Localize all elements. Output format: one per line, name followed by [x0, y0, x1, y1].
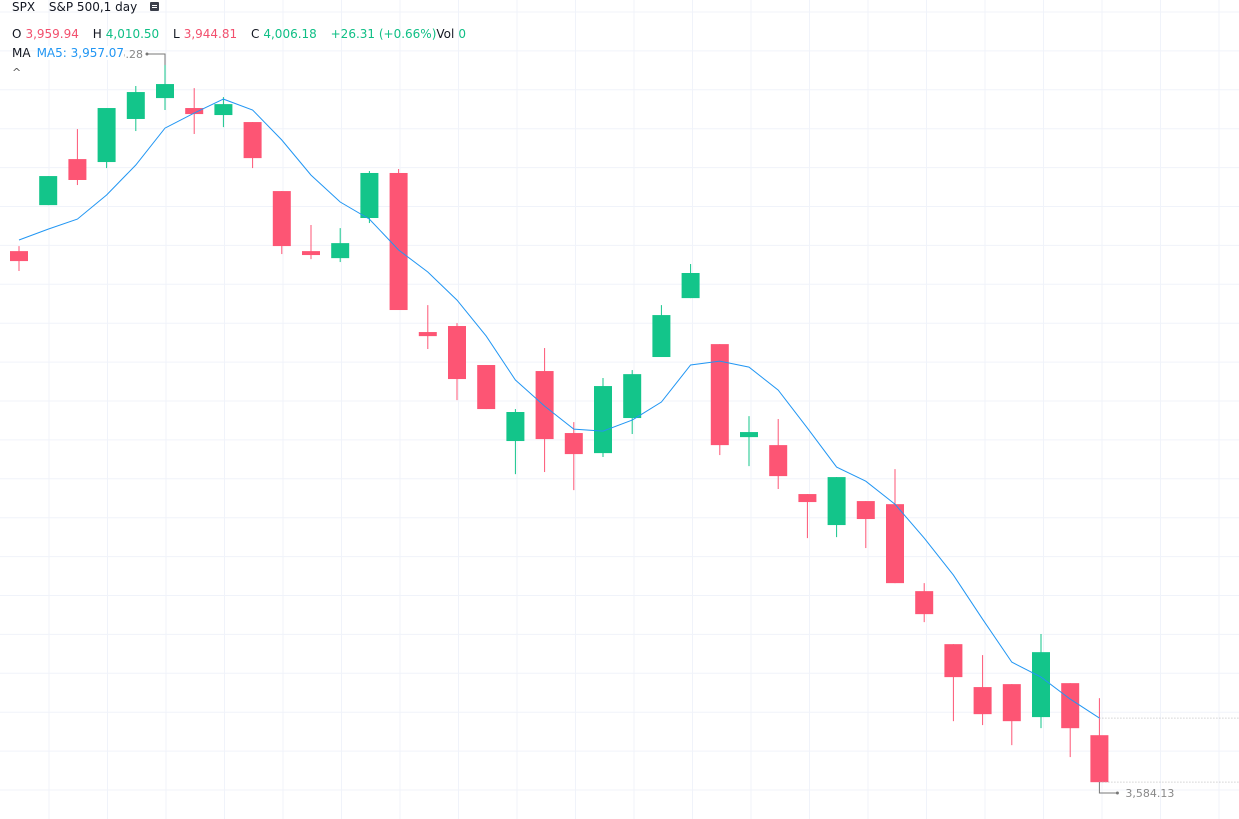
symbol[interactable]: SPX — [12, 0, 36, 14]
candle-body — [243, 122, 262, 159]
description: S&P 500,1 day — [48, 0, 138, 14]
candle-body — [886, 504, 904, 584]
candle-body — [10, 251, 28, 262]
candle-body — [1061, 683, 1080, 729]
candle-body — [652, 315, 671, 358]
candle-body — [39, 176, 58, 206]
candle-body — [769, 445, 788, 477]
ma-label[interactable]: MA — [12, 46, 31, 60]
ohlc-label: C — [250, 27, 260, 41]
candle-body — [360, 172, 379, 219]
candle-body — [1032, 652, 1050, 718]
candle-body — [1090, 735, 1109, 783]
vol-value: 0 — [458, 27, 466, 41]
candle-body — [126, 92, 145, 119]
max-label: 5.28 — [119, 48, 144, 61]
ohlc-value: 4,010.50 — [105, 27, 160, 41]
candle-body — [477, 365, 496, 410]
ohlc-value: 4,006.18 — [263, 27, 317, 41]
ma-row: MA MA5: 3,957.07 — [12, 46, 128, 60]
candle-body — [594, 386, 612, 454]
candle-body — [944, 644, 963, 678]
candle-body — [798, 494, 817, 503]
symbol-row: SPX S&P 500,1 day — [12, 0, 159, 14]
ohlc-label: H — [92, 27, 102, 41]
candle-body — [915, 591, 934, 615]
candle-body — [302, 251, 320, 256]
candle-body — [97, 108, 116, 163]
candle-body — [331, 243, 350, 259]
candle-body — [710, 344, 729, 446]
candle-body — [506, 412, 525, 442]
ohlc-label: O — [12, 27, 22, 41]
candle-body — [827, 477, 846, 526]
candle-body — [418, 332, 437, 337]
ohlc-value: 3,944.81 — [183, 27, 238, 41]
ohlc-row: O 3,959.94 H 4,010.50 L 3,944.81 C 4,006.18 … — [12, 27, 470, 41]
candle-body — [68, 159, 87, 180]
collapse-button[interactable]: ^ — [12, 66, 22, 79]
candle-body — [856, 501, 875, 520]
candle-body — [185, 108, 204, 115]
candle-body — [389, 172, 408, 311]
candle-body — [623, 374, 642, 419]
candle-body — [214, 104, 233, 116]
candle-body — [681, 272, 700, 299]
ohlc-value: 3,959.94 — [25, 27, 79, 41]
max-marker — [147, 53, 166, 65]
min-marker-dot — [1115, 791, 1119, 795]
vol-label: Vol — [436, 27, 455, 41]
candle-body — [740, 432, 758, 438]
info-icon[interactable] — [149, 1, 160, 12]
ma-value: MA5: 3,957.07 — [36, 46, 125, 60]
candle-body — [156, 84, 174, 99]
change: +26.31 (+0.66%) — [330, 27, 437, 41]
ohlc-label: L — [173, 27, 180, 41]
candle-body — [272, 191, 291, 247]
candle-body — [535, 371, 554, 440]
max-marker-dot — [145, 52, 149, 56]
min-label: 3,584.13 — [1125, 787, 1174, 800]
candle-body — [564, 433, 583, 455]
candle-body — [1002, 684, 1021, 722]
candle-body — [973, 687, 992, 715]
candle-body — [448, 326, 466, 380]
ma-line — [18, 98, 1100, 719]
min-marker — [1098, 782, 1118, 794]
